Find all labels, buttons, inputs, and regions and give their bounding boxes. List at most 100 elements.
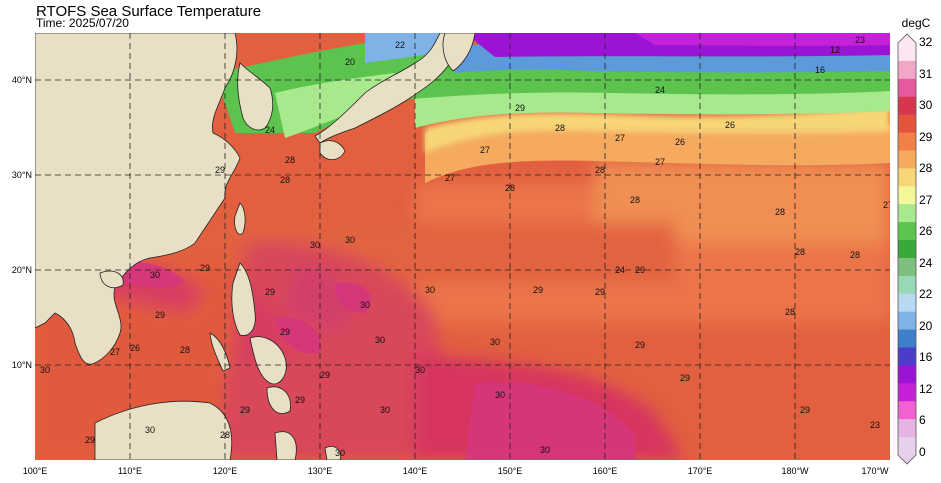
contour-label: 24	[655, 85, 665, 95]
contour-label: 12	[830, 45, 840, 55]
contour-label: 27	[110, 347, 120, 357]
colorbar-swatch	[898, 437, 916, 456]
colorbar-tick-label: 16	[919, 350, 933, 365]
colorbar-tick-label: 29	[919, 129, 933, 144]
contour-label: 30	[540, 445, 550, 455]
lon-label: 160°E	[592, 466, 618, 476]
map-time-label: Time: 2025/07/20	[36, 16, 129, 30]
colorbar	[897, 33, 917, 465]
contour-label: 24	[265, 125, 275, 135]
colorbar-cap-bottom	[898, 455, 916, 464]
colorbar-tick-label: 24	[919, 255, 933, 270]
lon-label: 140°E	[402, 466, 428, 476]
colorbar-swatch	[898, 240, 916, 259]
colorbar-swatch	[898, 365, 916, 384]
contour-label: 29	[85, 435, 95, 445]
colorbar-swatch	[898, 347, 916, 366]
contour-label: 29	[595, 287, 605, 297]
contour-label: 28	[795, 247, 805, 257]
colorbar-swatch	[898, 186, 916, 205]
contour-label: 29	[280, 327, 290, 337]
colorbar-swatch	[898, 96, 916, 116]
colorbar-swatch	[898, 383, 916, 402]
contour-label: 28	[285, 155, 295, 165]
contour-label: 28	[785, 307, 795, 317]
colorbar-swatch	[898, 257, 916, 277]
sst-map[interactable]: 29 28 24 26 26 16 12 23 22 20 24 28 27 2…	[35, 33, 890, 460]
contour-label: 28	[555, 123, 565, 133]
contour-label: 28	[505, 183, 515, 193]
colorbar-tick-label: 27	[919, 192, 933, 207]
colorbar-tick-label: 31	[919, 66, 933, 81]
contour-label: 30	[345, 235, 355, 245]
colorbar-swatch	[898, 132, 916, 151]
contour-label: 30	[150, 270, 160, 280]
contour-label: 29	[155, 310, 165, 320]
colorbar-unit: degC	[901, 16, 931, 30]
colorbar-tick-label: 12	[919, 381, 933, 396]
contour-label: 29	[515, 103, 525, 113]
contour-label: 28	[850, 250, 860, 260]
contour-label: 30	[145, 425, 155, 435]
lon-label: 150°E	[497, 466, 523, 476]
contour-label: 30	[335, 448, 345, 458]
colorbar-swatch	[898, 150, 916, 169]
colorbar-swatch	[898, 293, 916, 313]
colorbar-swatch	[898, 329, 916, 349]
contour-label: 29	[215, 165, 225, 175]
contour-label: 30	[415, 365, 425, 375]
colorbar-swatch	[898, 275, 916, 295]
contour-label: 30	[425, 285, 435, 295]
contour-label: 29	[240, 405, 250, 415]
contour-label: 24	[615, 265, 625, 275]
lon-label: 100°E	[22, 466, 48, 476]
colorbar-swatch	[898, 204, 916, 223]
lon-label: 130°E	[307, 466, 333, 476]
graticule	[35, 33, 890, 460]
contour-label: 30	[40, 365, 50, 375]
colorbar-tick-label: 28	[919, 161, 933, 176]
colorbar-swatch	[898, 419, 916, 438]
colorbar-tick-label: 20	[919, 318, 933, 333]
contour-label: 30	[310, 240, 320, 250]
lon-label: 170°W	[861, 466, 889, 476]
colorbar-swatch	[898, 78, 916, 98]
colorbar-cap-top	[898, 34, 916, 43]
colorbar-tick-label: 30	[919, 98, 933, 113]
contour-label: 28	[630, 195, 640, 205]
colorbar-swatch	[898, 401, 916, 420]
lon-label: 110°E	[118, 466, 142, 476]
colorbar-swatch	[898, 222, 916, 241]
lon-label: 120°E	[212, 466, 238, 476]
contour-label: 29	[265, 287, 275, 297]
contour-label: 26	[675, 137, 685, 147]
contour-label: 28	[220, 430, 230, 440]
land	[35, 33, 476, 460]
contour-label: 27	[480, 145, 490, 155]
contour-label: 20	[345, 57, 355, 67]
colorbar-swatch	[898, 168, 916, 187]
contour-label: 29	[635, 265, 645, 275]
contour-label: 29	[800, 405, 810, 415]
contour-label: 29	[533, 285, 543, 295]
colorbar-swatch	[898, 43, 916, 62]
contour-label: 28	[180, 345, 190, 355]
lon-label: 180°W	[781, 466, 809, 476]
contour-label: 22	[395, 40, 405, 50]
contour-label: 30	[360, 300, 370, 310]
contour-label: 28	[775, 207, 785, 217]
colorbar-tick-label: 32	[919, 35, 933, 49]
colorbar-swatch	[898, 114, 916, 134]
contour-label: 26	[725, 120, 735, 130]
contour-label: 28	[595, 165, 605, 175]
contour-label: 28	[280, 175, 290, 185]
contour-label: 27	[445, 173, 455, 183]
colorbar-tick-label: 22	[919, 287, 933, 302]
contour-label: 29	[200, 263, 210, 273]
contour-label: 23	[855, 35, 865, 45]
contour-label: 30	[495, 390, 505, 400]
contour-labels: 29 28 24 26 26 16 12 23 22 20 24 28 27 2…	[40, 35, 890, 458]
contour-label: 23	[870, 420, 880, 430]
colorbar-swatch	[898, 60, 916, 80]
contour-label: 30	[490, 337, 500, 347]
